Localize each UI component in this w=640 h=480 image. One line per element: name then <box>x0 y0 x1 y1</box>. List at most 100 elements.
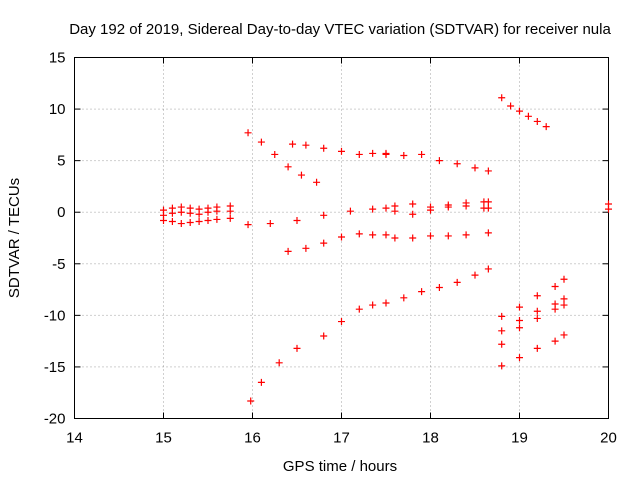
data-point <box>560 275 568 283</box>
data-point <box>605 200 612 208</box>
data-point <box>498 340 506 348</box>
data-point <box>297 171 305 179</box>
data-point <box>275 359 283 367</box>
x-tick-label: 16 <box>244 430 261 447</box>
data-point <box>266 220 274 228</box>
data-point <box>355 150 363 158</box>
data-point <box>284 163 292 171</box>
data-point <box>244 129 252 137</box>
y-tick-label: -15 <box>44 359 66 376</box>
data-point <box>160 216 167 224</box>
x-tick-label: 14 <box>66 430 83 447</box>
data-point <box>560 331 568 339</box>
data-point <box>484 265 492 273</box>
data-point <box>507 102 515 110</box>
data-point <box>462 231 470 239</box>
data-point <box>444 203 452 211</box>
series-arc-2 <box>160 207 234 219</box>
data-point <box>533 344 541 352</box>
data-point <box>484 198 492 206</box>
data-point <box>498 312 506 320</box>
data-point <box>551 305 559 313</box>
data-point <box>186 209 194 217</box>
data-point <box>338 318 345 326</box>
data-point <box>226 214 234 222</box>
data-point <box>313 178 321 186</box>
data-point <box>516 317 523 325</box>
data-point <box>462 202 470 210</box>
data-point <box>418 150 426 158</box>
series-arc-12 <box>391 229 492 242</box>
data-point <box>444 232 452 240</box>
data-point <box>204 208 212 216</box>
data-point <box>471 271 479 279</box>
data-point <box>498 94 506 102</box>
data-point <box>204 216 212 224</box>
data-point <box>435 157 443 165</box>
data-point <box>271 150 279 158</box>
series-arc-4 <box>244 129 321 186</box>
data-point <box>257 138 265 146</box>
data-point <box>369 301 377 309</box>
series-arc-6 <box>244 204 390 229</box>
data-point <box>382 231 390 239</box>
y-tick-label: -20 <box>44 411 66 428</box>
data-point <box>524 112 532 120</box>
data-point <box>391 234 399 242</box>
data-point <box>427 206 434 214</box>
series-arc-18 <box>498 331 568 370</box>
data-point <box>516 107 523 115</box>
chart-title: Day 192 of 2019, Sidereal Day-to-day VTE… <box>69 21 611 38</box>
data-point <box>409 210 417 218</box>
series-arc-9 <box>382 150 492 175</box>
data-point <box>498 327 506 335</box>
series-arc-3 <box>160 214 234 228</box>
data-point <box>516 324 523 332</box>
data-point <box>533 314 541 322</box>
x-tick-label: 19 <box>511 430 528 447</box>
data-point <box>320 144 328 152</box>
y-tick-label: 5 <box>57 153 65 170</box>
data-point <box>195 210 203 218</box>
series-arc-17 <box>498 301 568 348</box>
data-point <box>400 151 408 159</box>
series-arc-19 <box>605 200 612 213</box>
x-tick-label: 20 <box>600 430 617 447</box>
data-point <box>338 233 345 241</box>
series-arc-14 <box>498 94 550 131</box>
x-tick-label: 18 <box>422 430 439 447</box>
data-point <box>284 247 292 255</box>
data-point <box>533 117 541 125</box>
data-point <box>498 362 506 370</box>
data-point <box>213 215 221 223</box>
data-point <box>320 239 328 247</box>
series-arc-7 <box>284 230 390 255</box>
data-point <box>560 301 568 309</box>
data-point <box>551 282 559 290</box>
y-tick-label: 0 <box>57 204 65 221</box>
data-point <box>369 149 377 157</box>
x-tick-label: 17 <box>333 430 350 447</box>
data-point <box>400 294 408 302</box>
data-point <box>369 231 377 239</box>
data-point <box>484 167 492 175</box>
data-point <box>484 204 492 212</box>
data-point <box>195 217 203 225</box>
data-point <box>226 207 234 215</box>
data-point <box>355 230 363 238</box>
data-point <box>177 208 185 216</box>
data-point <box>560 295 568 303</box>
data-point <box>453 278 461 286</box>
data-point <box>435 284 443 292</box>
data-point <box>257 378 265 386</box>
data-point <box>471 164 479 172</box>
data-point <box>213 207 221 215</box>
data-point <box>346 207 354 215</box>
series-arc-13 <box>382 265 492 307</box>
y-tick-label: 15 <box>49 50 66 67</box>
series-arc-8 <box>247 301 377 405</box>
data-point <box>551 337 559 345</box>
data-point <box>484 229 492 237</box>
series-arc-11 <box>391 202 492 218</box>
data-point <box>516 354 523 362</box>
